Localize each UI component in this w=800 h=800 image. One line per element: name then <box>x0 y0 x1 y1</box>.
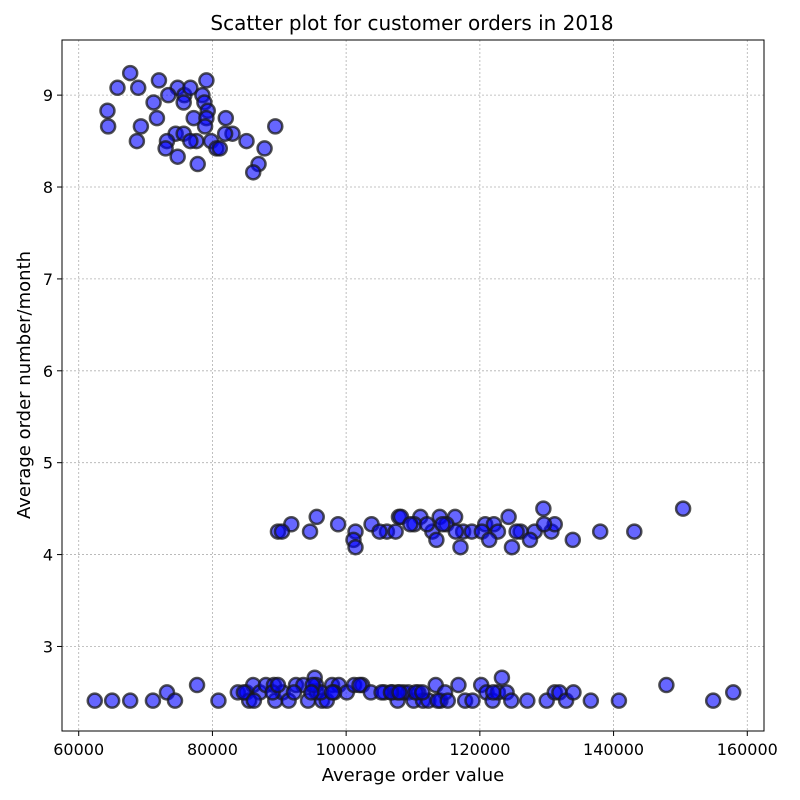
x-tick-label: 160000 <box>717 740 778 759</box>
data-point <box>175 94 192 111</box>
y-tick-label: 5 <box>43 454 53 473</box>
data-point <box>99 118 117 135</box>
data-point <box>428 531 445 549</box>
data-point <box>145 94 162 111</box>
data-point <box>484 684 502 701</box>
data-point <box>434 516 451 533</box>
y-tick-label: 4 <box>43 546 53 565</box>
data-point <box>308 508 325 526</box>
x-tick-label: 140000 <box>583 740 644 759</box>
data-point <box>269 676 287 694</box>
data-point <box>323 684 341 701</box>
data-point <box>724 684 742 701</box>
data-point <box>210 692 227 709</box>
data-point <box>591 523 609 540</box>
data-point <box>196 118 214 135</box>
data-point <box>521 531 539 549</box>
y-axis-label: Average order number/month <box>14 251 35 519</box>
data-point <box>329 516 347 533</box>
data-point <box>503 692 520 709</box>
data-point <box>535 500 552 517</box>
data-point <box>347 538 364 556</box>
data-point <box>182 79 199 97</box>
data-point <box>610 692 628 709</box>
data-point <box>166 692 184 709</box>
data-point <box>238 132 255 150</box>
data-point <box>508 523 525 540</box>
y-tick-label: 6 <box>43 362 53 381</box>
data-point <box>256 140 273 157</box>
data-point <box>129 79 147 97</box>
data-point <box>121 692 139 709</box>
data-point <box>198 72 215 89</box>
data-point <box>169 148 186 165</box>
data-point <box>150 72 168 89</box>
data-point <box>211 140 229 157</box>
data-point <box>480 531 498 549</box>
data-point <box>216 125 234 142</box>
data-point <box>658 676 675 694</box>
data-point <box>132 118 150 135</box>
data-point <box>160 86 177 104</box>
data-point <box>217 109 235 127</box>
data-point <box>452 538 469 556</box>
x-axis-label: Average order value <box>322 765 505 786</box>
data-point <box>148 109 166 127</box>
data-point <box>414 684 431 701</box>
data-point <box>182 132 199 150</box>
data-point <box>464 692 481 709</box>
axis-ticks: 60000 80000 100000 120000 140000 160000 3 4 5 6 7 8… <box>43 86 778 759</box>
data-point <box>582 692 600 709</box>
data-point <box>626 523 643 540</box>
y-tick-label: 7 <box>43 270 53 289</box>
data-point <box>103 692 121 709</box>
data-point <box>303 684 320 701</box>
data-point <box>351 676 368 694</box>
x-tick-label: 120000 <box>449 740 510 759</box>
data-point <box>565 684 582 701</box>
data-point <box>493 669 511 686</box>
y-tick-label: 9 <box>43 86 53 105</box>
data-point <box>128 132 146 150</box>
data-point <box>704 692 722 709</box>
data-point <box>674 500 692 517</box>
x-tick-label: 60000 <box>53 740 104 759</box>
data-point <box>387 523 404 540</box>
data-point <box>447 523 465 540</box>
data-points <box>86 64 742 709</box>
data-point <box>450 676 467 694</box>
data-point <box>121 64 139 82</box>
data-point <box>402 516 419 533</box>
data-point <box>500 508 517 526</box>
data-point <box>188 676 206 694</box>
data-point <box>99 102 116 120</box>
data-point <box>371 523 388 540</box>
data-point <box>301 523 319 540</box>
data-point <box>245 692 263 709</box>
data-point <box>564 531 582 549</box>
data-point <box>86 692 104 709</box>
x-tick-label: 100000 <box>316 740 377 759</box>
plot-frame <box>61 39 765 732</box>
y-tick-label: 8 <box>43 178 53 197</box>
data-point <box>244 164 262 181</box>
data-point <box>535 516 553 533</box>
data-point <box>503 538 521 556</box>
data-point <box>157 140 174 157</box>
data-point <box>273 523 291 540</box>
x-tick-label: 80000 <box>187 740 238 759</box>
data-point <box>439 692 457 709</box>
data-point <box>285 684 303 701</box>
data-point <box>519 692 536 709</box>
data-point <box>267 118 284 135</box>
chart-title: Scatter plot for customer orders in 2018 <box>210 11 613 35</box>
data-point <box>391 684 408 701</box>
data-point <box>109 79 126 97</box>
data-point <box>144 692 162 709</box>
data-point <box>189 155 206 173</box>
y-tick-label: 3 <box>43 637 53 656</box>
data-point <box>418 516 436 533</box>
